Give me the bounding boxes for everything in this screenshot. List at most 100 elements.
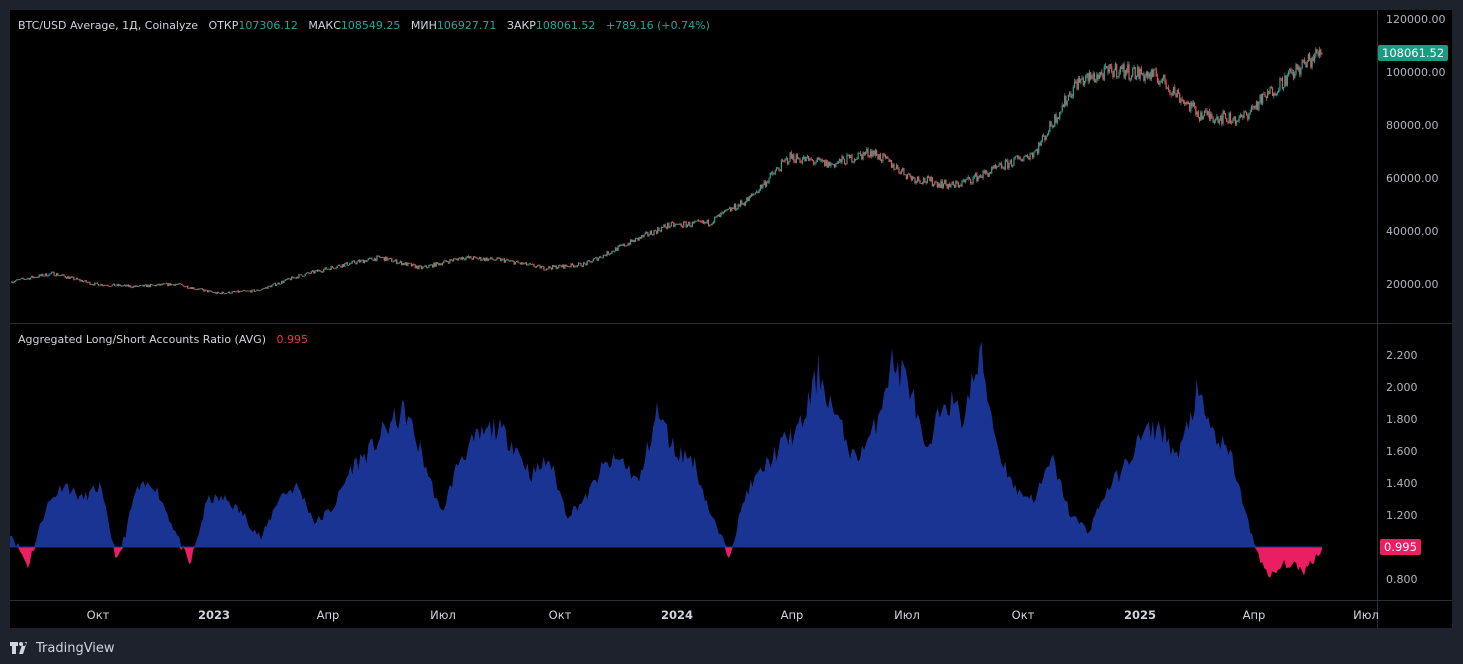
candle-body	[336, 265, 338, 268]
candle-body	[13, 281, 16, 283]
candle-body	[1180, 99, 1182, 103]
candle-body	[297, 277, 299, 279]
candle-body	[575, 266, 577, 267]
candle-body	[999, 163, 1001, 164]
candle-body	[413, 263, 415, 265]
candle-body	[1212, 118, 1214, 123]
candle-body	[889, 160, 891, 162]
candle-body	[851, 154, 853, 163]
candle-body	[315, 269, 317, 271]
candle-body	[1265, 96, 1267, 98]
open-value: 107306.12	[238, 19, 298, 32]
candle-body	[853, 159, 856, 162]
candle-body	[475, 256, 477, 258]
candle-body	[370, 257, 372, 259]
candle-body	[352, 260, 355, 262]
candle-body	[163, 283, 165, 285]
candle-body	[598, 256, 601, 259]
change-value: +789.16 (+0.74%)	[605, 19, 710, 32]
candle-body	[63, 274, 65, 277]
candle-body	[1321, 52, 1323, 55]
candle-body	[727, 208, 729, 210]
candle-body	[177, 284, 179, 285]
candle-body	[1309, 53, 1311, 60]
candle-body	[1270, 87, 1272, 89]
candle-body	[1097, 74, 1099, 79]
candle-body	[1070, 92, 1072, 98]
candle-body	[582, 262, 585, 267]
candle-body	[671, 222, 674, 224]
tradingview-logo-icon	[10, 642, 27, 654]
candle-body	[419, 265, 421, 267]
candle-body	[961, 181, 963, 186]
candle-body	[1050, 121, 1052, 127]
candle-body	[992, 167, 994, 169]
candle-body	[508, 260, 510, 262]
candle-body	[597, 258, 599, 261]
candle-body	[219, 292, 221, 294]
candle-body	[29, 277, 32, 280]
candle-body	[148, 284, 150, 287]
candle-body	[947, 183, 950, 189]
candle-body	[241, 290, 243, 292]
candle-body	[864, 152, 867, 155]
candle-body	[237, 290, 239, 293]
candle-body	[16, 279, 18, 281]
candle-body	[504, 260, 507, 263]
candle-body	[1203, 110, 1206, 117]
candle-body	[360, 260, 362, 263]
candle-body	[946, 184, 948, 189]
candle-body	[779, 170, 781, 172]
candle-body	[495, 259, 497, 261]
candle-body	[43, 275, 45, 277]
candle-body	[445, 260, 447, 262]
candle-body	[509, 260, 512, 262]
candle-body	[471, 258, 473, 260]
candle-body	[1258, 101, 1260, 110]
candle-body	[240, 291, 242, 292]
candle-body	[440, 263, 442, 265]
symbol-title[interactable]: BTC/USD Average, 1Д, Coinalyze	[18, 19, 199, 32]
candle-body	[540, 266, 543, 269]
candle-body	[957, 182, 959, 187]
candle-body	[846, 154, 848, 165]
candle-body	[573, 265, 575, 268]
indicator-title[interactable]: Aggregated Long/Short Accounts Ratio (AV…	[18, 333, 266, 346]
candle-body	[58, 275, 60, 277]
price-tick-label: 20000.00	[1386, 278, 1439, 291]
candle-body	[966, 178, 968, 180]
candle-body	[800, 162, 802, 163]
candle-body	[595, 257, 597, 259]
candle-body	[749, 196, 752, 197]
candle-body	[993, 165, 995, 169]
candle-body	[989, 172, 992, 174]
candle-body	[918, 176, 920, 181]
candle-body	[941, 180, 943, 188]
candle-body	[320, 271, 322, 273]
candle-body	[1276, 92, 1279, 94]
candle-body	[410, 263, 413, 267]
candle-body	[916, 176, 919, 181]
candle-body	[282, 281, 284, 283]
candle-body	[211, 291, 213, 293]
candle-body	[114, 283, 116, 286]
candle-body	[925, 181, 927, 183]
candle-body	[276, 284, 278, 286]
candle-body	[785, 158, 787, 159]
candle-body	[284, 279, 286, 281]
candle-body	[195, 289, 197, 290]
tradingview-footer[interactable]: TradingView	[10, 638, 115, 658]
candle-body	[905, 175, 907, 179]
candle-body	[483, 258, 486, 261]
chart-canvas[interactable]: 120000.00 100000.00 80000.00 60000.00 40000.…	[10, 10, 1452, 628]
candle-body	[801, 158, 804, 163]
candle-body	[277, 282, 279, 285]
candle-body	[1088, 72, 1091, 82]
candle-body	[216, 292, 218, 294]
candle-body	[371, 257, 373, 260]
candle-body	[894, 168, 896, 170]
candle-body	[915, 180, 917, 184]
candle-body	[695, 221, 697, 222]
candle-body	[658, 227, 660, 231]
candle-body	[465, 257, 467, 260]
